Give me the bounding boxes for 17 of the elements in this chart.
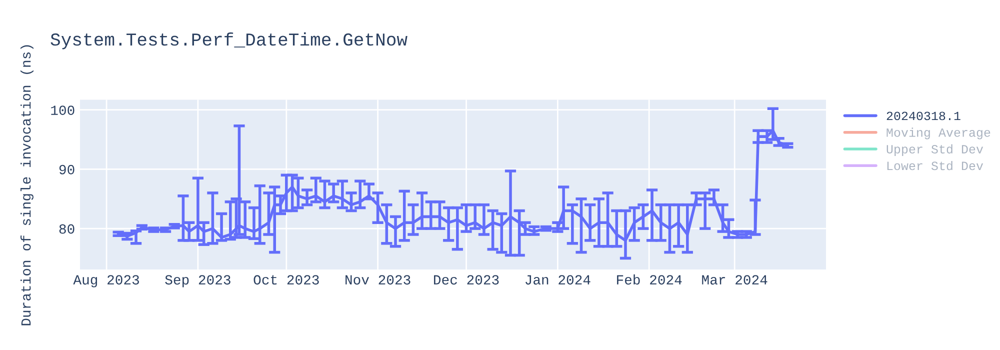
legend-label: Upper Std Dev (886, 144, 984, 156)
y-tick-label: 90 (59, 164, 74, 174)
legend-label: Moving Average (886, 128, 990, 140)
x-tick-label: Feb 2024 (617, 274, 682, 285)
chart-title: System.Tests.Perf_DateTime.GetNow (50, 32, 408, 50)
y-tick-label: 80 (59, 224, 74, 234)
x-tick-label: Jan 2024 (526, 275, 590, 285)
x-tick-label: Mar 2024 (702, 275, 768, 285)
legend-label: 20240318.1 (886, 112, 960, 120)
x-tick-label: Oct 2023 (254, 275, 319, 285)
x-tick-label: Sep 2023 (165, 275, 230, 288)
x-tick-label: Dec 2023 (434, 275, 499, 285)
y-axis-title: Duration of single invocation (ns) (20, 45, 34, 326)
x-tick-label: Nov 2023 (346, 275, 410, 285)
x-tick-label: Aug 2023 (73, 275, 139, 288)
legend-label: Lower Std Dev (887, 160, 984, 170)
y-tick-label: 100 (51, 106, 74, 116)
